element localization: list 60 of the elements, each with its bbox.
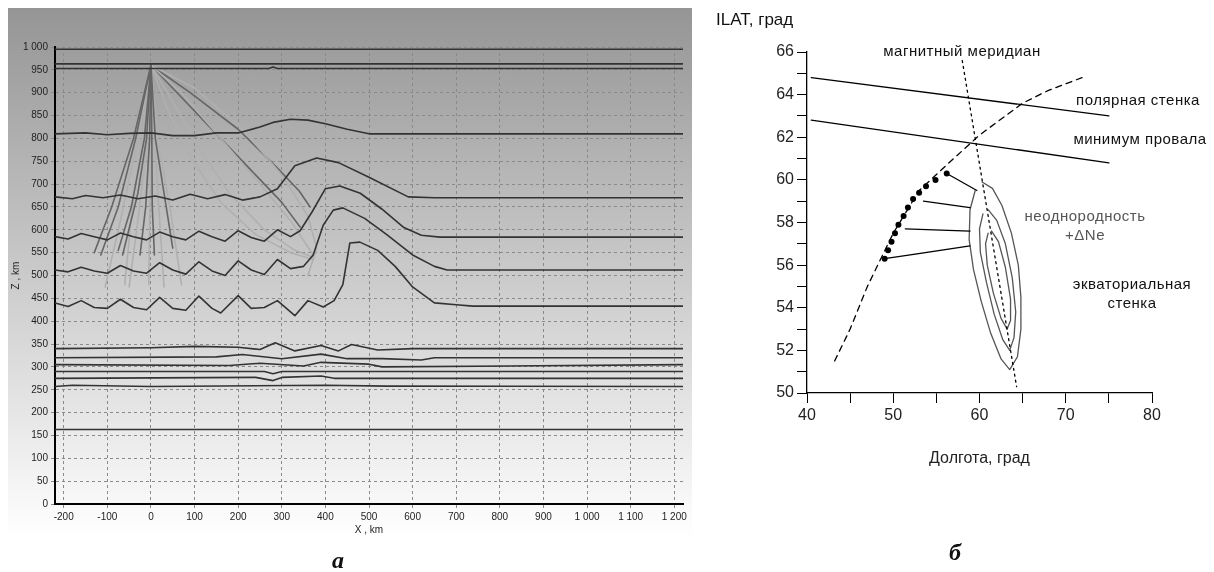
x-tick-label: 400 — [317, 510, 335, 522]
y-tick-label: 50 — [36, 474, 49, 486]
x-tick-label: 1 200 — [661, 510, 688, 522]
x-tick-label: 80 — [1143, 406, 1161, 424]
text: б — [949, 538, 961, 566]
x-tick-label: 300 — [273, 510, 291, 522]
x-tick-label: 1 000 — [574, 510, 600, 522]
x-tick-label: 500 — [360, 510, 378, 522]
x-tick-label: 1 100 — [618, 510, 644, 522]
y-tick-label: 450 — [31, 292, 49, 304]
annotation: минимум провала — [1073, 128, 1207, 148]
y-tick-label: 50 — [776, 383, 795, 401]
y-tick-label: 950 — [31, 63, 49, 75]
text: а — [332, 546, 344, 572]
y-axis-title: ILAT, град — [716, 10, 794, 30]
y-tick-label: 100 — [31, 452, 49, 464]
y-tick-label: 150 — [31, 429, 49, 441]
x-tick-label: -100 — [97, 510, 118, 522]
y-tick-label: 54 — [776, 298, 795, 316]
x-tick-label: 800 — [491, 510, 509, 522]
x-tick-label: -200 — [53, 510, 75, 522]
y-axis-title: Z , km — [9, 261, 21, 290]
x-tick-label: 40 — [798, 406, 816, 424]
y-tick-label: 250 — [31, 383, 49, 395]
y-tick-label: 62 — [776, 127, 795, 145]
x-tick-label: 200 — [229, 510, 247, 522]
y-tick-label: 60 — [776, 170, 795, 188]
x-tick-label: 600 — [404, 510, 422, 522]
x-axis-title: X , km — [354, 523, 384, 535]
y-tick-label: 64 — [776, 85, 795, 103]
x-tick-label: 70 — [1056, 406, 1075, 424]
x-tick-label: 100 — [186, 510, 204, 522]
y-tick-label: 800 — [31, 132, 49, 144]
y-tick-label: 0 — [42, 497, 49, 509]
y-tick-label: 900 — [31, 86, 49, 98]
y-tick-label: 700 — [31, 177, 49, 189]
x-tick-label: 900 — [535, 510, 553, 522]
y-tick-label: 1 000 — [22, 40, 49, 52]
y-tick-label: 500 — [31, 269, 49, 281]
annotation: полярная стенка — [1076, 89, 1200, 109]
y-tick-label: 350 — [31, 337, 49, 349]
y-tick-label: 750 — [31, 155, 49, 166]
y-tick-label: 550 — [31, 246, 49, 258]
y-tick-label: 600 — [31, 223, 49, 235]
x-tick-label: 0 — [148, 510, 155, 522]
x-tick-label: 50 — [884, 406, 903, 424]
y-tick-label: 850 — [31, 109, 49, 121]
x-tick-label: 60 — [970, 406, 989, 424]
y-tick-label: 650 — [31, 200, 49, 212]
y-tick-label: 400 — [31, 314, 49, 326]
x-tick-label: 700 — [447, 510, 465, 522]
y-tick-label: 56 — [776, 255, 795, 273]
y-tick-label: 58 — [776, 212, 795, 230]
annotation: неоднородность +ΔNe — [1024, 206, 1146, 244]
annotation: экваториальная стенка — [1072, 274, 1192, 312]
x-axis-title: Долгота, град — [929, 448, 1031, 466]
y-tick-label: 300 — [31, 360, 49, 372]
y-tick-label: 66 — [776, 42, 795, 60]
annotation: магнитный меридиан — [883, 40, 1041, 60]
y-tick-label: 52 — [776, 340, 795, 358]
